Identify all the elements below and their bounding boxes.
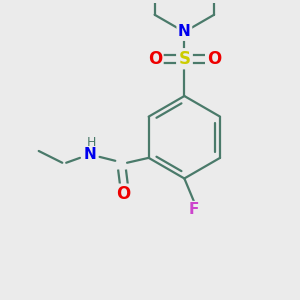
Text: F: F <box>189 202 200 217</box>
Text: S: S <box>178 50 190 68</box>
Text: O: O <box>207 50 221 68</box>
Text: N: N <box>178 24 191 39</box>
Text: H: H <box>87 136 96 148</box>
Text: N: N <box>83 147 96 162</box>
Text: O: O <box>148 50 162 68</box>
Text: O: O <box>116 185 130 203</box>
